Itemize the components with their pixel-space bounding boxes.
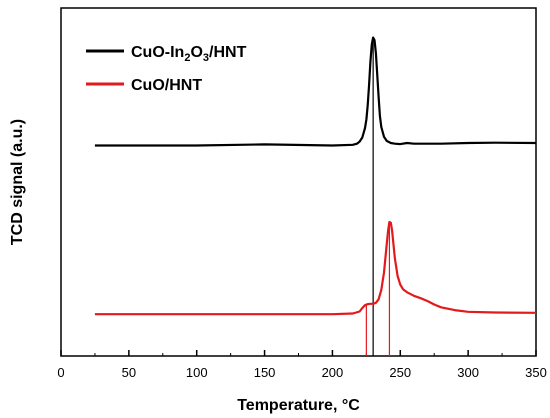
x-tick-label: 350 (525, 365, 547, 380)
x-axis-title: Temperature, °C (237, 397, 360, 414)
y-axis-title: TCD signal (a.u.) (9, 119, 26, 245)
plot-area: 0 50 100 150 200 250 300 350 (57, 7, 547, 380)
x-tick-label: 250 (389, 365, 411, 380)
series-layer (94, 36, 537, 316)
legend-label-cuo-in2o3-hnt: CuO-In2O3/HNT (131, 44, 247, 64)
x-tick-label: 0 (57, 365, 64, 380)
legend: CuO-In2O3/HNT CuO/HNT (86, 44, 247, 94)
x-tick-label: 100 (186, 365, 208, 380)
x-tick-label: 300 (457, 365, 479, 380)
x-tick-label: 150 (254, 365, 276, 380)
x-tick-label: 200 (322, 365, 344, 380)
x-axis-ticks: 0 50 100 150 200 250 300 350 (57, 350, 547, 380)
series-line-cuo-hnt (94, 220, 537, 316)
series-line-cuo-in2o3-hnt (94, 36, 537, 147)
x-tick-label: 50 (122, 365, 136, 380)
legend-label-cuo-hnt: CuO/HNT (131, 77, 202, 94)
